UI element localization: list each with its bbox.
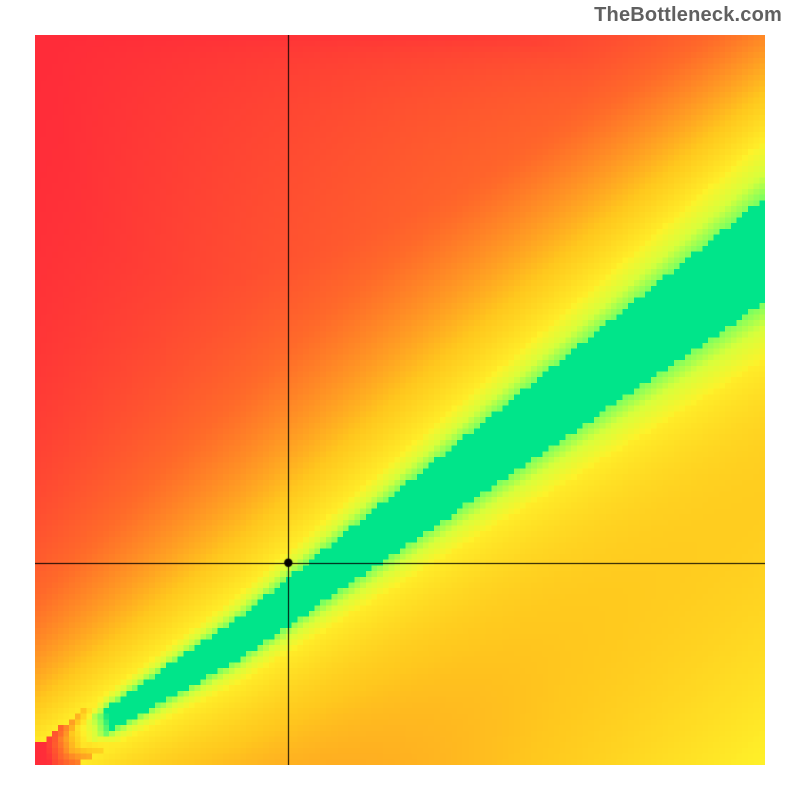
chart-container: { "watermark": "TheBottleneck.com", "cha… [0,0,800,800]
watermark-text: TheBottleneck.com [594,4,782,27]
heatmap-canvas [35,35,765,765]
